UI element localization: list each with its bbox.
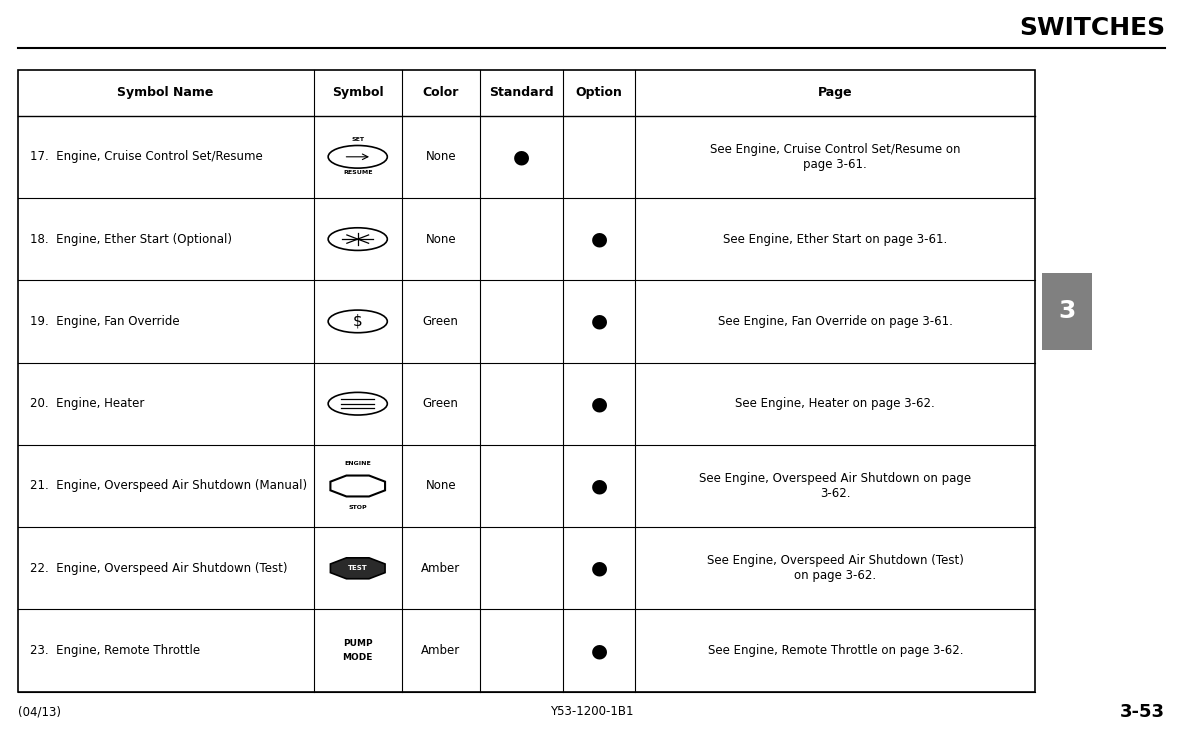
Text: See Engine, Remote Throttle on page 3-62.: See Engine, Remote Throttle on page 3-62… <box>707 644 963 657</box>
Text: Amber: Amber <box>421 561 460 575</box>
Text: (04/13): (04/13) <box>18 705 60 718</box>
Text: 3: 3 <box>1059 299 1075 323</box>
Text: 19.  Engine, Fan Override: 19. Engine, Fan Override <box>30 315 179 328</box>
Text: MODE: MODE <box>343 654 373 662</box>
Text: Color: Color <box>422 86 459 99</box>
Text: PUMP: PUMP <box>343 639 373 648</box>
Text: 23.  Engine, Remote Throttle: 23. Engine, Remote Throttle <box>30 644 200 657</box>
Text: Symbol: Symbol <box>332 86 383 99</box>
Text: ●: ● <box>590 477 608 496</box>
Text: See Engine, Overspeed Air Shutdown on page
3-62.: See Engine, Overspeed Air Shutdown on pa… <box>699 472 971 500</box>
Text: 20.  Engine, Heater: 20. Engine, Heater <box>30 397 144 410</box>
Text: ●: ● <box>590 395 608 413</box>
Text: Y53-1200-1B1: Y53-1200-1B1 <box>550 705 633 718</box>
Text: Symbol Name: Symbol Name <box>117 86 214 99</box>
Text: See Engine, Fan Override on page 3-61.: See Engine, Fan Override on page 3-61. <box>718 315 952 328</box>
Text: See Engine, Overspeed Air Shutdown (Test)
on page 3-62.: See Engine, Overspeed Air Shutdown (Test… <box>707 554 964 582</box>
Bar <box>18 70 1035 692</box>
Text: Page: Page <box>817 86 853 99</box>
Text: ●: ● <box>512 147 530 166</box>
Text: ●: ● <box>590 312 608 331</box>
Text: See Engine, Cruise Control Set/Resume on
page 3-61.: See Engine, Cruise Control Set/Resume on… <box>710 143 961 171</box>
Text: ●: ● <box>590 641 608 660</box>
Text: 21.  Engine, Overspeed Air Shutdown (Manual): 21. Engine, Overspeed Air Shutdown (Manu… <box>30 479 306 493</box>
Text: SET: SET <box>351 137 364 142</box>
Text: 18.  Engine, Ether Start (Optional): 18. Engine, Ether Start (Optional) <box>30 233 232 246</box>
Text: None: None <box>426 150 457 163</box>
Text: ENGINE: ENGINE <box>344 461 371 466</box>
Text: Green: Green <box>422 315 459 328</box>
Text: None: None <box>426 479 457 493</box>
Text: TEST: TEST <box>348 565 368 571</box>
Text: Standard: Standard <box>489 86 554 99</box>
Text: RESUME: RESUME <box>343 171 373 176</box>
Text: 17.  Engine, Cruise Control Set/Resume: 17. Engine, Cruise Control Set/Resume <box>30 150 263 163</box>
Text: 3-53: 3-53 <box>1120 703 1165 720</box>
Bar <box>1042 273 1092 350</box>
Text: STOP: STOP <box>349 504 367 509</box>
Text: 22.  Engine, Overspeed Air Shutdown (Test): 22. Engine, Overspeed Air Shutdown (Test… <box>30 561 287 575</box>
Text: Amber: Amber <box>421 644 460 657</box>
Text: SWITCHES: SWITCHES <box>1019 16 1165 40</box>
Text: Green: Green <box>422 397 459 410</box>
Polygon shape <box>330 558 384 579</box>
Text: ●: ● <box>590 230 608 249</box>
Text: Option: Option <box>576 86 622 99</box>
Text: See Engine, Heater on page 3-62.: See Engine, Heater on page 3-62. <box>736 397 935 410</box>
Text: None: None <box>426 233 457 246</box>
Text: ●: ● <box>590 559 608 578</box>
Text: See Engine, Ether Start on page 3-61.: See Engine, Ether Start on page 3-61. <box>723 233 948 246</box>
Text: $: $ <box>353 314 363 329</box>
